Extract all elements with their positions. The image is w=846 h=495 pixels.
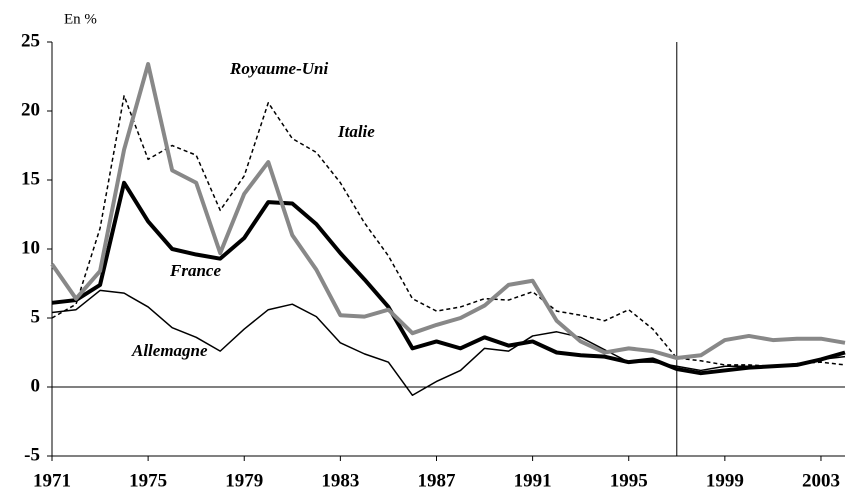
x-tick-label: 1999 — [706, 470, 744, 491]
x-tick-label: 2003 — [802, 470, 840, 491]
x-tick-label: 1987 — [417, 470, 456, 491]
y-tick-label: 5 — [31, 306, 41, 327]
y-tick-label: 0 — [31, 375, 41, 396]
series-label: Allemagne — [131, 341, 208, 360]
x-tick-label: 1983 — [321, 470, 359, 491]
line-series — [51, 95, 846, 368]
x-tick-label: 1975 — [129, 470, 167, 491]
series-label: Royaume-Uni — [229, 59, 329, 78]
x-tick-label: 1995 — [610, 470, 648, 491]
y-unit-label: En % — [64, 11, 97, 27]
y-tick-label: 15 — [21, 168, 40, 189]
y-tick-label: 25 — [21, 30, 40, 51]
line-series — [50, 62, 846, 361]
x-tick-label: 1979 — [225, 470, 263, 491]
y-tick-label: -5 — [24, 444, 40, 465]
y-tick-label: 20 — [21, 99, 40, 120]
line-series — [51, 180, 846, 376]
x-tick-label: 1971 — [33, 470, 71, 491]
x-tick-label: 1991 — [514, 470, 552, 491]
series-label: France — [169, 261, 221, 280]
series-label: Italie — [337, 122, 375, 141]
y-tick-label: 10 — [21, 237, 40, 258]
line-series — [51, 289, 846, 397]
